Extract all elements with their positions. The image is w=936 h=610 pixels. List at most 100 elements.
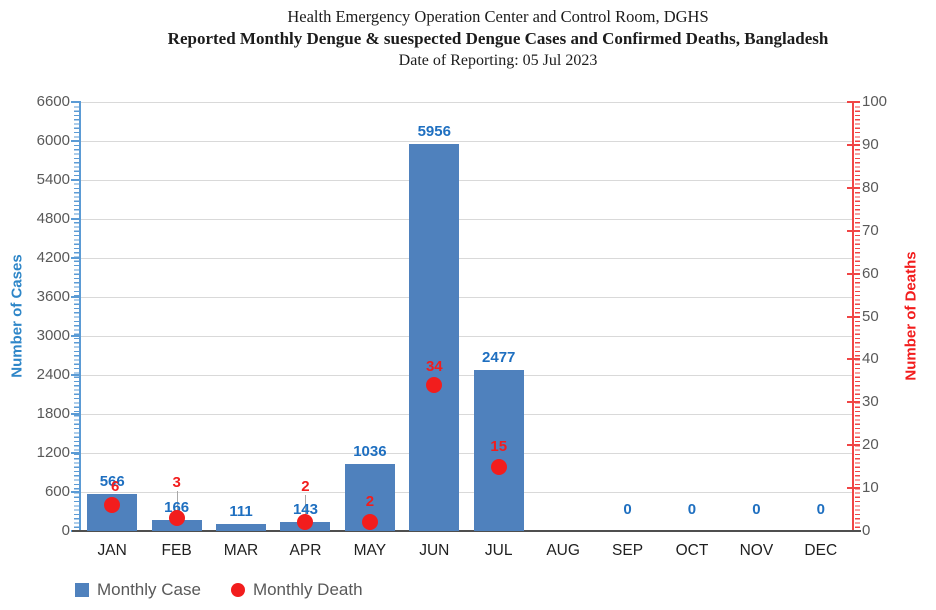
death-label-feb: 3 — [172, 474, 181, 492]
right-axis-tick-label: 80 — [862, 178, 879, 196]
death-dot-jun — [426, 377, 443, 394]
right-axis-major-tick — [847, 487, 860, 490]
right-axis-major-tick — [847, 315, 860, 318]
case-label-jan: 566 — [99, 473, 125, 491]
chart-title: Reported Monthly Dengue & suespected Den… — [167, 29, 829, 48]
month-label-mar: MAR — [223, 542, 259, 559]
left-axis-major-tick — [71, 101, 80, 103]
chart-header: Health Emergency Operation Center and Co… — [0, 6, 936, 72]
gridline — [81, 453, 852, 454]
chart-legend: Monthly Case Monthly Death — [75, 580, 363, 600]
gridline — [81, 258, 852, 259]
left-axis-tick-label: 1200 — [36, 444, 70, 461]
legend-item-monthly-case: Monthly Case — [75, 580, 201, 600]
bar-series-marker-icon — [75, 583, 89, 597]
death-dot-feb — [168, 510, 185, 527]
right-axis-major-tick — [847, 143, 860, 146]
left-axis-tick-label: 3000 — [36, 327, 70, 344]
gridline — [81, 297, 852, 298]
month-label-jan: JAN — [97, 542, 127, 559]
case-label-apr: 143 — [292, 500, 318, 518]
month-label-feb: FEB — [161, 542, 192, 559]
case-label-jul: 2477 — [482, 348, 516, 366]
left-axis-line — [79, 101, 81, 532]
month-label-apr: APR — [289, 542, 322, 559]
month-label-jun: JUN — [419, 542, 450, 559]
death-dot-apr — [297, 514, 314, 531]
gridline — [81, 102, 852, 103]
right-axis-tick-label: 10 — [862, 479, 879, 497]
dot-series-marker-icon — [230, 583, 245, 597]
left-axis-major-tick — [71, 140, 80, 142]
left-axis-title: Number of Cases — [8, 254, 26, 378]
left-axis-tick-label: 2400 — [36, 366, 70, 383]
bar-mar — [216, 523, 267, 531]
case-label-mar: 111 — [229, 502, 253, 520]
death-dot-may — [361, 514, 378, 531]
left-axis-major-tick — [71, 452, 80, 454]
left-axis-tick-label: 1800 — [36, 405, 70, 422]
gridline — [81, 141, 852, 142]
left-axis-tick-label: 4800 — [36, 210, 70, 227]
case-label-jun: 5956 — [417, 122, 451, 140]
month-label-may: MAY — [353, 542, 387, 559]
death-dot-jan — [104, 497, 121, 514]
month-label-nov: NOV — [739, 542, 774, 559]
left-axis-tick-label: 6600 — [36, 93, 70, 110]
right-axis-major-tick — [847, 229, 860, 232]
header-org-line: Health Emergency Operation Center and Co… — [287, 7, 709, 26]
month-label-oct: OCT — [675, 542, 709, 559]
legend-item-monthly-death: Monthly Death — [230, 580, 363, 600]
bar-jul — [473, 369, 524, 531]
legend-label-monthly-case: Monthly Case — [97, 580, 201, 599]
death-label-may: 2 — [365, 493, 375, 511]
left-axis-tick-label: 6000 — [36, 132, 70, 149]
death-label-jul: 15 — [490, 437, 508, 455]
right-axis-tick-label: 40 — [862, 350, 879, 368]
case-label-may: 1036 — [353, 442, 387, 460]
left-axis-minor-ticks — [74, 102, 79, 531]
death-label-jun: 34 — [425, 358, 443, 376]
death-label-apr: 2 — [301, 478, 310, 496]
death-label-leader-line — [305, 495, 307, 516]
gridline — [81, 219, 852, 220]
left-axis-major-tick — [71, 179, 80, 181]
death-label-jan: 6 — [111, 478, 120, 496]
month-label-sep: SEP — [612, 542, 644, 559]
right-axis-major-tick — [847, 401, 860, 404]
reporting-date: Date of Reporting: 05 Jul 2023 — [398, 52, 598, 69]
x-axis-line — [72, 530, 861, 532]
gridline — [81, 492, 852, 493]
month-label-dec: DEC — [804, 542, 838, 559]
left-axis-major-tick — [71, 413, 80, 415]
right-axis-tick-label: 50 — [862, 307, 879, 325]
death-dot-jul — [490, 458, 507, 475]
case-label-nov: 0 — [752, 501, 761, 518]
left-axis-major-tick — [71, 374, 80, 376]
right-axis-major-tick — [847, 101, 860, 103]
right-axis-major-tick — [847, 444, 860, 447]
right-axis-major-tick — [847, 272, 860, 275]
right-axis-tick-label: 30 — [862, 393, 879, 411]
case-label-sep: 0 — [623, 501, 632, 518]
left-axis-tick-label: 3600 — [36, 288, 70, 305]
right-axis-tick-label: 100 — [862, 93, 888, 110]
left-axis-tick-label: 5400 — [36, 171, 70, 188]
gridline — [81, 414, 852, 415]
bar-jun — [409, 143, 460, 531]
death-label-leader-line — [176, 491, 178, 512]
left-axis-major-tick — [71, 218, 80, 220]
gridline — [81, 180, 852, 181]
right-axis-tick-label: 70 — [862, 221, 879, 239]
left-axis-major-tick — [71, 491, 80, 493]
right-axis-major-tick — [847, 186, 860, 189]
month-label-jul: JUL — [484, 542, 513, 559]
left-axis-major-tick — [71, 296, 80, 298]
case-label-oct: 0 — [687, 501, 697, 518]
left-axis-tick-label: 600 — [44, 483, 70, 500]
left-axis-tick-label: 4200 — [36, 249, 70, 266]
right-axis-tick-label: 90 — [862, 135, 879, 153]
right-axis-major-tick — [847, 358, 860, 361]
right-axis-tick-label: 60 — [862, 264, 879, 282]
left-axis-tick-label: 0 — [61, 522, 70, 539]
